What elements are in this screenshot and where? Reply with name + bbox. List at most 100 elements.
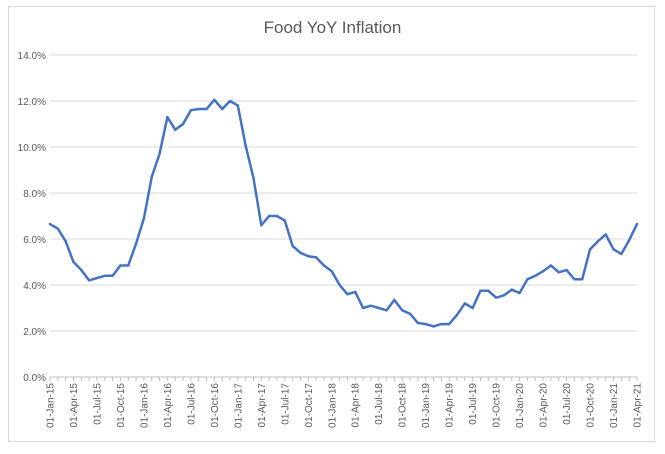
data-point bbox=[213, 98, 216, 102]
x-tick-label: 01-Jan-15 bbox=[46, 383, 57, 428]
x-tick-label: 01-Apr-19 bbox=[445, 383, 456, 428]
chart-title: Food YoY Inflation bbox=[263, 18, 402, 37]
x-tick-label: 01-Apr-21 bbox=[633, 383, 644, 428]
data-point bbox=[103, 274, 106, 277]
data-point bbox=[534, 274, 537, 277]
data-point bbox=[267, 214, 271, 218]
data-point bbox=[557, 271, 560, 274]
y-tick-label: 14.0% bbox=[18, 51, 46, 62]
data-point bbox=[260, 224, 263, 227]
y-tick-label: 2.0% bbox=[23, 327, 46, 338]
data-point bbox=[283, 219, 286, 222]
x-tick-label: 01-Jan-17 bbox=[233, 383, 244, 428]
data-point bbox=[401, 309, 404, 312]
data-point bbox=[588, 248, 592, 251]
data-point bbox=[627, 238, 631, 242]
data-point bbox=[581, 278, 584, 281]
data-point bbox=[487, 289, 490, 292]
data-point bbox=[87, 279, 91, 282]
data-point bbox=[299, 251, 302, 254]
data-point bbox=[393, 298, 396, 302]
data-point bbox=[142, 217, 146, 220]
data-point bbox=[80, 268, 83, 272]
data-point bbox=[620, 252, 623, 256]
data-point bbox=[127, 264, 130, 267]
data-point bbox=[166, 115, 169, 119]
data-point bbox=[502, 294, 506, 297]
data-point bbox=[330, 270, 333, 273]
data-point bbox=[471, 306, 474, 310]
x-tick-label: 01-Oct-19 bbox=[492, 383, 503, 428]
data-point bbox=[111, 274, 114, 277]
x-tick-label: 01-Apr-16 bbox=[163, 383, 174, 428]
data-point bbox=[526, 278, 529, 281]
data-point bbox=[314, 256, 318, 259]
data-point bbox=[252, 176, 255, 180]
data-point bbox=[385, 309, 388, 312]
data-point bbox=[518, 291, 521, 295]
data-point bbox=[377, 306, 380, 310]
x-tick-label: 01-Oct-17 bbox=[304, 383, 315, 428]
x-tick-label: 01-Oct-18 bbox=[398, 383, 409, 428]
y-tick-label: 8.0% bbox=[23, 189, 46, 200]
data-point bbox=[635, 222, 639, 226]
x-tick-label: 01-Jul-18 bbox=[374, 383, 385, 425]
x-tick-label: 01-Apr-17 bbox=[257, 383, 268, 428]
x-tick-label: 01-Jan-16 bbox=[139, 383, 150, 428]
data-point bbox=[541, 270, 545, 273]
data-point bbox=[56, 227, 60, 230]
y-tick-label: 12.0% bbox=[18, 97, 46, 108]
data-point bbox=[134, 242, 138, 245]
x-tick-label: 01-Jan-21 bbox=[609, 383, 620, 428]
data-point bbox=[416, 321, 420, 325]
data-point bbox=[369, 304, 373, 307]
data-point bbox=[604, 233, 607, 236]
data-point bbox=[494, 296, 498, 299]
data-point bbox=[244, 144, 247, 148]
y-tick-label: 6.0% bbox=[23, 235, 46, 246]
data-point bbox=[447, 322, 451, 326]
data-point bbox=[197, 107, 200, 111]
data-point bbox=[220, 107, 224, 111]
x-tick-label: 01-Oct-16 bbox=[210, 383, 221, 428]
data-point bbox=[338, 283, 341, 287]
x-tick-label: 01-Oct-15 bbox=[116, 383, 127, 428]
x-tick-label: 01-Jul-15 bbox=[92, 383, 103, 425]
data-point bbox=[408, 312, 412, 315]
x-tick-label: 01-Jul-16 bbox=[186, 383, 197, 425]
data-point bbox=[181, 122, 185, 126]
data-point bbox=[479, 289, 482, 292]
data-point bbox=[64, 240, 67, 243]
data-point bbox=[291, 244, 294, 248]
data-point bbox=[322, 264, 326, 267]
x-tick-label: 01-Apr-20 bbox=[539, 383, 550, 428]
data-point bbox=[119, 264, 122, 267]
y-tick-label: 10.0% bbox=[18, 143, 46, 154]
data-point bbox=[432, 325, 435, 328]
x-tick-label: 01-Apr-15 bbox=[69, 383, 80, 428]
data-point bbox=[95, 276, 99, 280]
y-tick-label: 4.0% bbox=[23, 281, 46, 292]
data-point bbox=[205, 107, 208, 111]
data-point bbox=[596, 240, 600, 243]
data-point bbox=[612, 248, 615, 251]
x-tick-label: 01-Jan-18 bbox=[327, 383, 338, 428]
data-point bbox=[228, 99, 232, 103]
data-point bbox=[346, 293, 349, 296]
data-point bbox=[72, 260, 75, 264]
data-point bbox=[354, 290, 357, 294]
x-tick-label: 01-Jul-20 bbox=[562, 383, 573, 425]
data-point bbox=[573, 278, 576, 281]
data-point bbox=[189, 109, 193, 112]
data-point bbox=[158, 152, 161, 156]
data-point bbox=[440, 322, 443, 326]
data-point bbox=[510, 288, 513, 291]
data-point bbox=[236, 104, 240, 107]
data-point bbox=[275, 214, 279, 218]
data-point bbox=[48, 222, 52, 226]
series-line bbox=[48, 98, 639, 328]
data-point bbox=[424, 322, 427, 326]
y-tick-label: 0.0% bbox=[23, 373, 46, 384]
x-tick-label: 01-Oct-20 bbox=[586, 383, 597, 428]
